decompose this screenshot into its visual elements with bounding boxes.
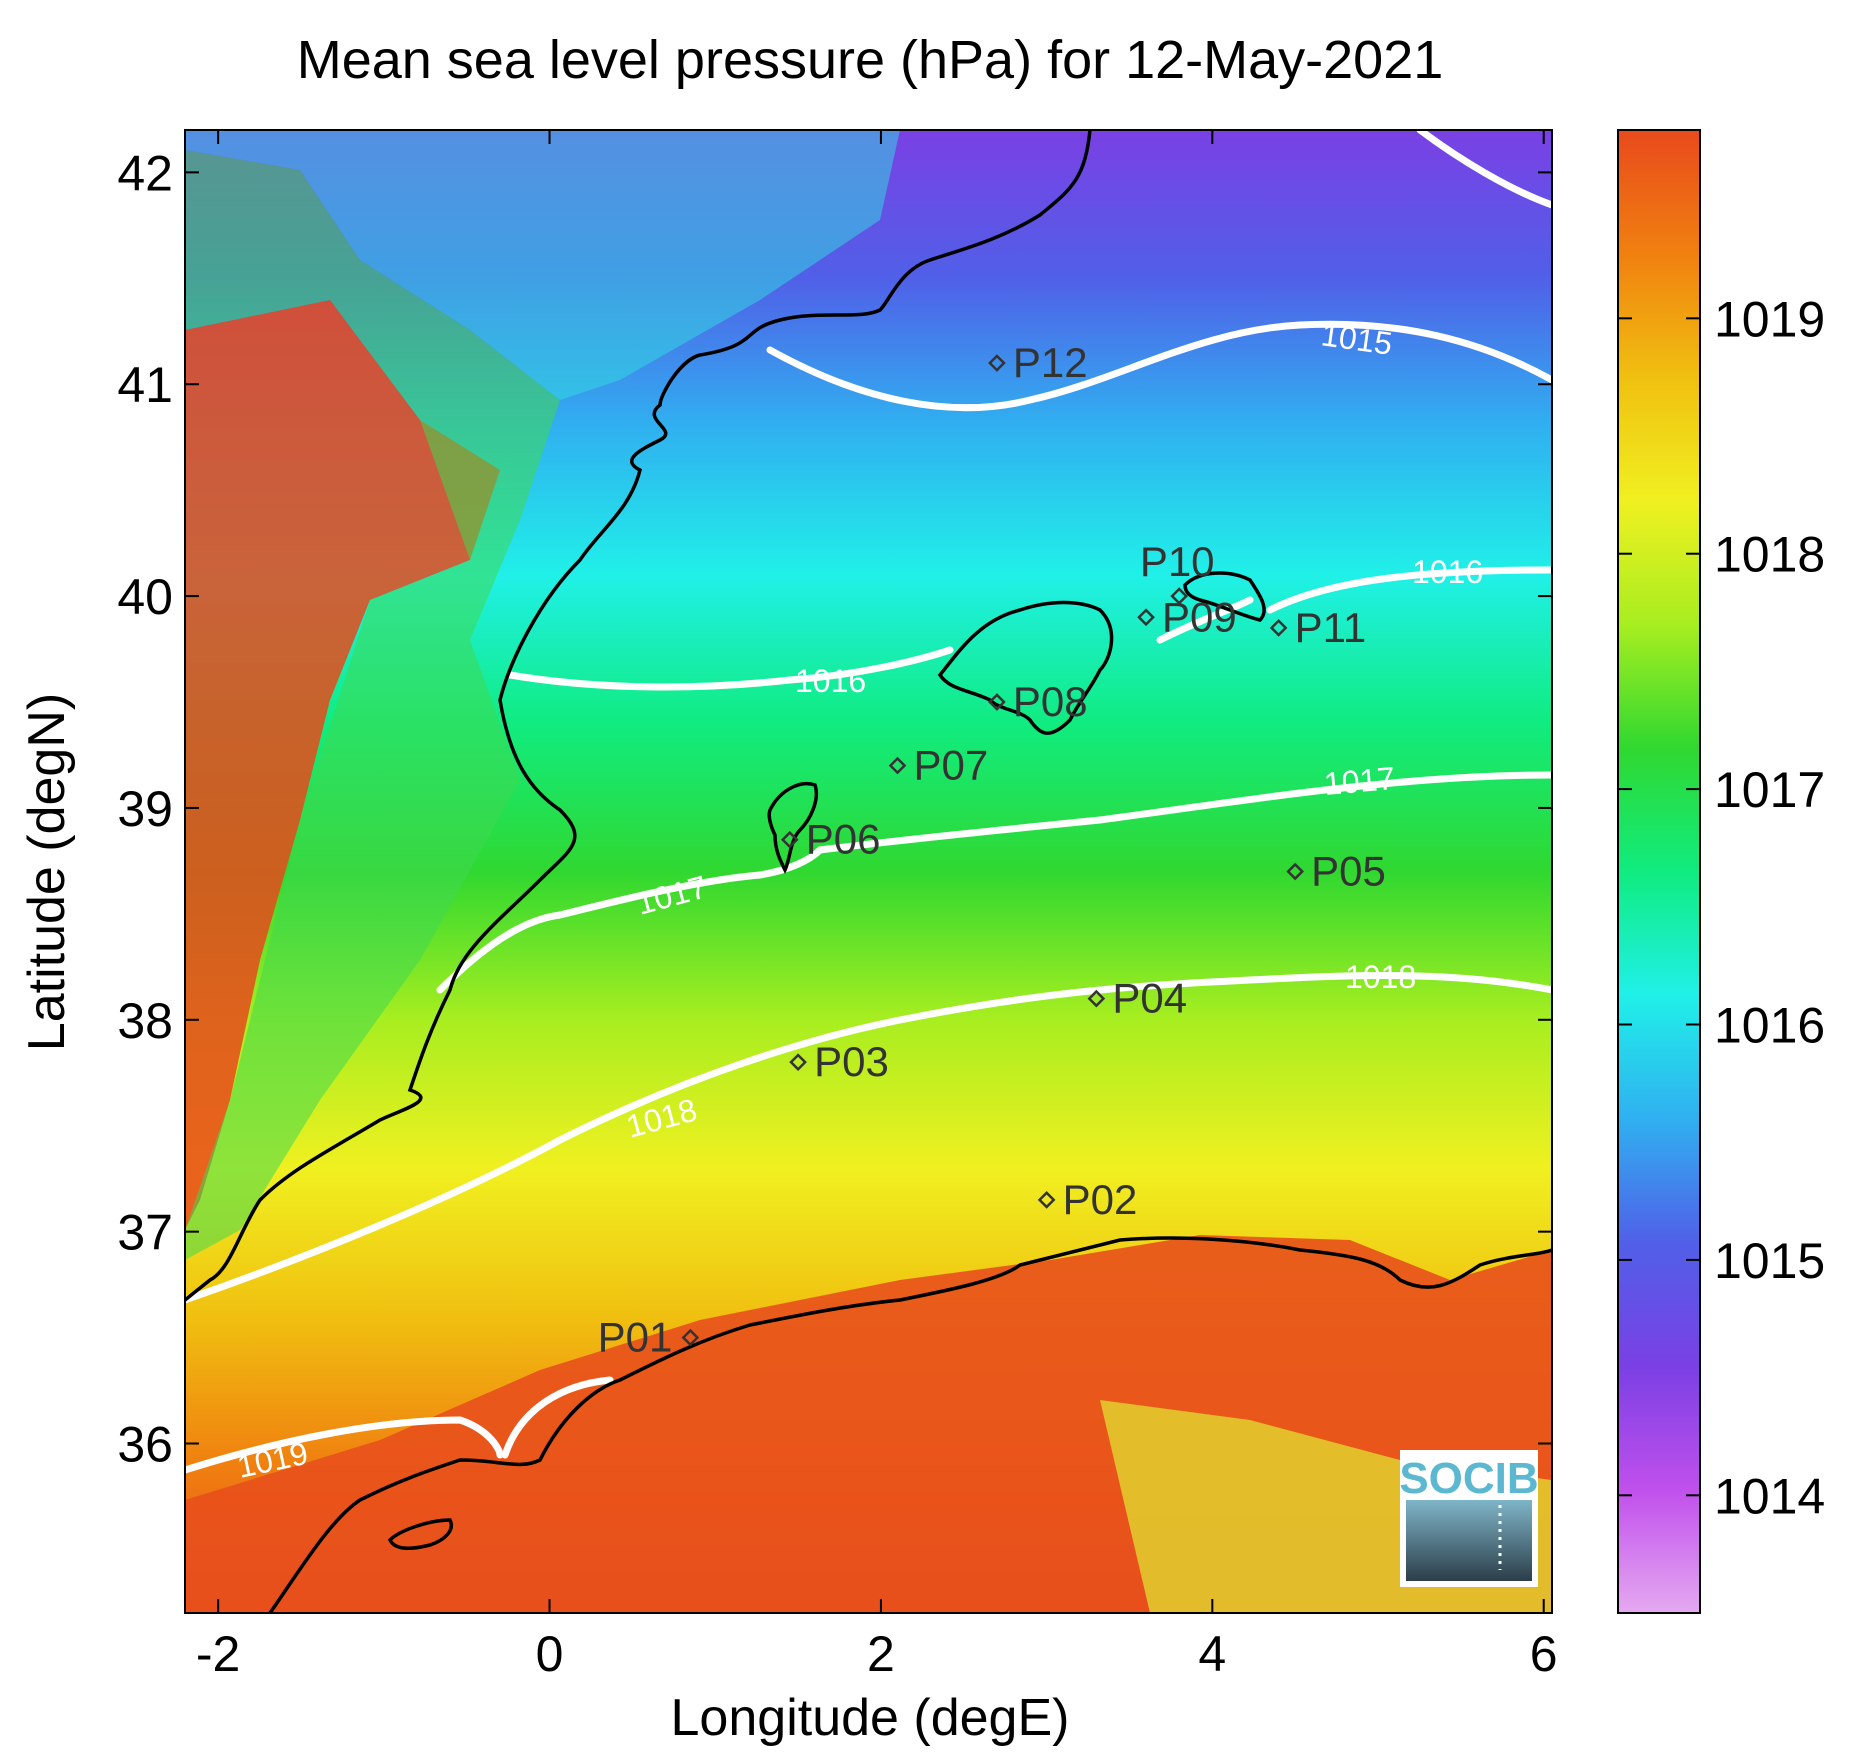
station-label: P02: [1063, 1176, 1138, 1223]
isobar-1017: [436, 771, 1552, 994]
y-axis-label: Latitude (degN): [18, 693, 76, 1051]
alboran-island-coastline: [387, 1518, 453, 1551]
colorbar-tick-label: 1017: [1714, 762, 1825, 818]
station-label: P01: [598, 1314, 673, 1361]
station-label: P08: [1013, 678, 1088, 725]
x-axis-label: Longitude (degE): [671, 1689, 1070, 1747]
station-label: P07: [913, 742, 988, 789]
x-tick-label: 6: [1530, 1626, 1558, 1682]
isobar-label-1018-east: 1018: [1345, 959, 1416, 995]
stations: P01 P02 P03 P04 P05 P06 P07 P08 P09 P10 P11 P12: [598, 339, 1386, 1361]
y-tick-label: 40: [117, 569, 173, 625]
station-label: P12: [1013, 339, 1088, 386]
chart-title: Mean sea level pressure (hPa) for 12-May…: [297, 30, 1444, 90]
iberia-high-pressure-region: [185, 300, 500, 1230]
isobar-1015-northeast: [1416, 130, 1552, 209]
station-label: P10: [1140, 538, 1215, 585]
y-axis: 36 37 38 39 40 41 42: [117, 145, 1552, 1473]
x-tick-label: 4: [1198, 1626, 1226, 1682]
iberia-transition-region: [185, 150, 560, 1260]
isobar-label-1017-east: 1017: [1322, 760, 1396, 802]
isobar-label-1016-west: 1016: [795, 663, 866, 699]
isobar-1019: [185, 1376, 614, 1474]
station-marker: [681, 1328, 700, 1347]
station-marker: [1137, 608, 1155, 627]
socib-logo: SOCIB: [1399, 1450, 1539, 1587]
station-label: P04: [1112, 975, 1187, 1022]
x-axis: -2 0 2 4 6: [196, 130, 1558, 1682]
x-tick-label: -2: [196, 1626, 240, 1682]
station-label: P05: [1311, 848, 1386, 895]
isobar-label-1016-east: 1016: [1412, 554, 1483, 590]
isobar-1016: [506, 566, 1552, 691]
y-tick-label: 38: [117, 993, 173, 1049]
station-label: P09: [1162, 593, 1237, 640]
y-tick-label: 42: [117, 145, 173, 201]
ibiza-coastline: [767, 782, 818, 874]
colorbar-tick-label: 1014: [1714, 1468, 1825, 1524]
station-marker: [789, 1053, 807, 1072]
colorbar-tick-label: 1015: [1714, 1233, 1825, 1289]
colorbar-tick-label: 1018: [1714, 527, 1825, 583]
coastlines: [185, 130, 1552, 1613]
isobar-1015: [766, 320, 1552, 412]
station-marker: [888, 756, 907, 775]
station-marker: [1286, 862, 1305, 881]
station-marker: [1037, 1191, 1056, 1209]
y-tick-label: 39: [117, 781, 173, 837]
y-tick-label: 37: [117, 1205, 173, 1261]
y-tick-label: 36: [117, 1417, 173, 1473]
station-marker: [1269, 619, 1288, 637]
logo-text: SOCIB: [1399, 1454, 1538, 1503]
northwest-cyan-region: [185, 130, 900, 400]
station-label: P03: [814, 1038, 889, 1085]
isobar-lines: [185, 130, 1552, 1474]
map-area: 1015 1016 1016 1017 1017 1018 1018 1019 …: [185, 130, 1552, 1613]
station-label: P11: [1295, 604, 1367, 651]
station-marker: [988, 693, 1006, 711]
y-tick-label: 41: [117, 357, 173, 413]
north-africa-coastline: [268, 1236, 1552, 1613]
colorbar-tick-label: 1016: [1714, 998, 1825, 1054]
station-label: P06: [806, 816, 881, 863]
station-marker: [1087, 989, 1106, 1008]
station-marker: [988, 354, 1006, 372]
x-tick-label: 0: [536, 1626, 564, 1682]
menorca-coastline: [1183, 571, 1266, 622]
colorbar-ticks: 1014 1015 1016 1017 1018 1019: [1618, 291, 1825, 1524]
map-frame: [184, 129, 1553, 1614]
mallorca-coastline: [937, 600, 1114, 735]
colorbar: [1617, 129, 1701, 1614]
x-tick-label: 2: [867, 1626, 895, 1682]
isobar-1018: [185, 972, 1552, 1304]
station-marker: [1170, 587, 1189, 605]
iberian-coastline: [185, 130, 1092, 1302]
station-marker: [780, 830, 799, 849]
colorbar-tick-label: 1019: [1714, 291, 1825, 347]
